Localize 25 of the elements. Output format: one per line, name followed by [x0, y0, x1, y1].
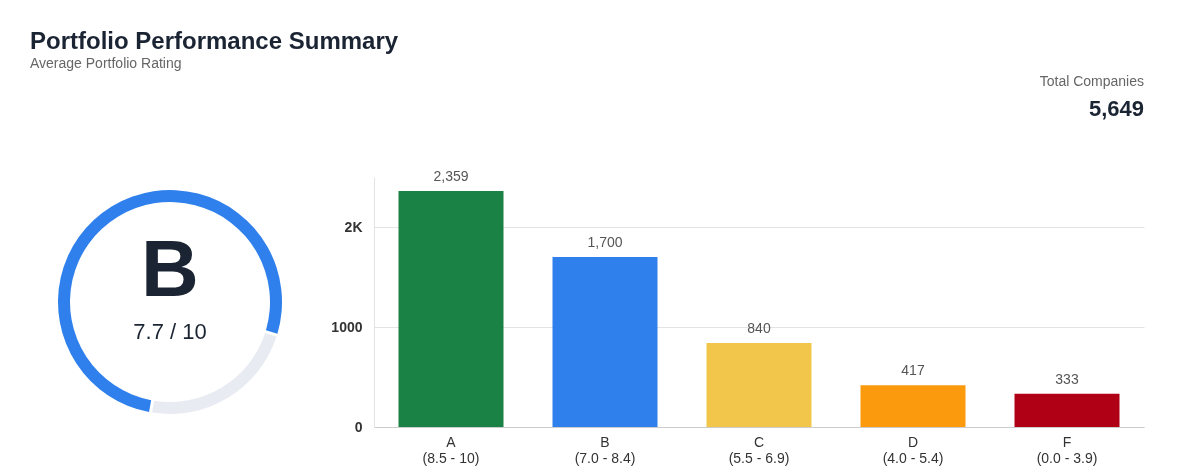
x-tick-label: C (5.5 - 6.9)	[728, 433, 790, 466]
chart-subtitle: Average Portfolio Rating	[30, 55, 182, 71]
data-label: 333	[1055, 370, 1079, 387]
text: 5,649	[1088, 96, 1144, 121]
bar	[706, 343, 812, 427]
chart-title: Portfolio Performance Summary	[30, 27, 399, 54]
text: 7.7 / 10	[133, 319, 207, 344]
x-tick-label: F (0.0 - 3.9)	[1036, 433, 1098, 466]
bar	[398, 191, 504, 427]
donut-slice	[58, 190, 282, 413]
y-tick-label: 1000	[331, 318, 363, 335]
x-tick-label: A (8.5 - 10)	[422, 433, 480, 466]
text: B	[141, 224, 199, 313]
bar	[1014, 393, 1120, 427]
text: Total Companies	[1039, 73, 1144, 89]
bar	[860, 385, 966, 427]
data-label: 840	[747, 320, 771, 336]
data-label: 1,700	[587, 234, 623, 250]
data-label: 2,359	[433, 168, 469, 185]
data-label: 417	[901, 362, 925, 379]
x-tick-label: D (4.0 - 5.4)	[882, 433, 944, 466]
x-tick-label: B (7.0 - 8.4)	[574, 433, 636, 466]
y-tick-label: 2K	[344, 218, 363, 235]
y-tick-label: 0	[354, 418, 363, 435]
bar	[552, 257, 658, 427]
